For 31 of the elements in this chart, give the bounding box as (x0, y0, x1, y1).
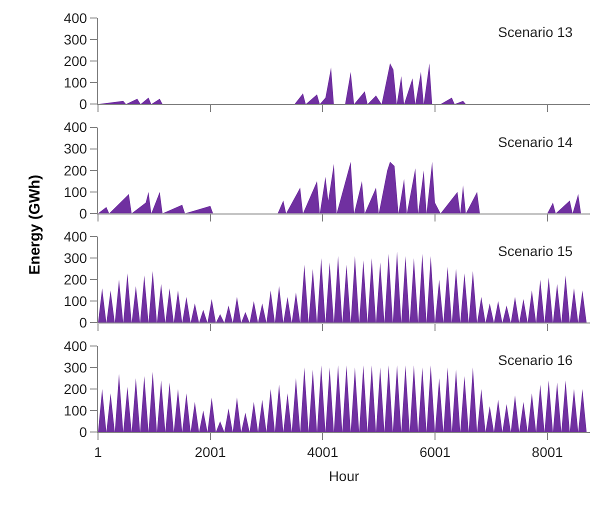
x-axis-title: Hour (328, 468, 360, 484)
y-tick-label: 300 (64, 31, 88, 48)
y-tick-label: 0 (79, 314, 88, 331)
y-tick-label: 100 (64, 184, 88, 200)
annotation: Scenario 13 (498, 24, 573, 40)
y-tick-label: 300 (64, 250, 88, 266)
y-tick-label: 400 (64, 338, 88, 354)
y-tick-label: 200 (64, 272, 88, 288)
y-tick-label: 0 (79, 205, 88, 222)
y-tick-label: 400 (64, 10, 88, 26)
y-tick-label: 300 (64, 140, 88, 157)
y-tick-label: 400 (64, 228, 88, 244)
annotation: Scenario 14 (498, 134, 573, 150)
y-tick-label: 0 (79, 96, 88, 112)
x-tick-label: 1 (94, 444, 102, 460)
y-tick-label: 200 (64, 162, 88, 178)
y-tick-label: 0 (79, 424, 88, 440)
y-tick-label: 400 (64, 119, 88, 136)
y-tick-label: 300 (64, 359, 88, 376)
y-tick-label: 100 (64, 74, 88, 90)
annotation: Scenario 15 (498, 243, 573, 259)
annotation: Scenario 16 (498, 352, 573, 368)
x-tick-label: 8001 (532, 444, 564, 460)
y-tick-label: 200 (64, 380, 88, 397)
y-tick-label: 100 (64, 402, 88, 418)
x-tick-label: 4001 (307, 444, 338, 460)
x-tick-label: 2001 (194, 444, 226, 460)
y-tick-label: 200 (64, 52, 88, 69)
y-axis-title: Energy (GWh) (26, 174, 44, 275)
y-tick-label: 100 (64, 293, 88, 310)
x-tick-label: 6001 (419, 444, 451, 460)
